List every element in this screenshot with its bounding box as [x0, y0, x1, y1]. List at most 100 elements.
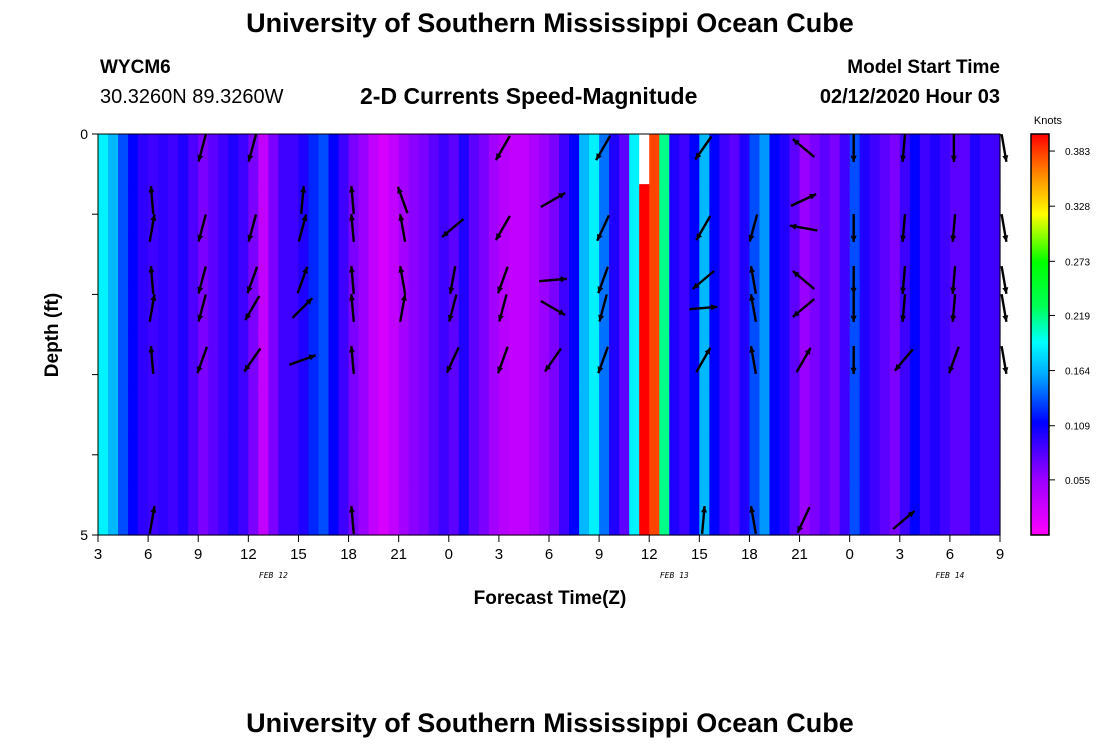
- heatmap-cell: [488, 184, 500, 235]
- heatmap-cell: [368, 484, 380, 536]
- heatmap-cell: [709, 384, 720, 436]
- station-id: WYCM6: [100, 57, 171, 78]
- heatmap-cell: [118, 234, 129, 285]
- heatmap-cell: [388, 384, 400, 436]
- heatmap-cell: [859, 134, 871, 185]
- heatmap-cell: [188, 434, 199, 486]
- heatmap-cell: [238, 434, 249, 486]
- heatmap-cell: [829, 234, 841, 285]
- heatmap-cell: [889, 334, 901, 386]
- heatmap-cell: [108, 434, 119, 486]
- heatmap-cell: [528, 434, 540, 486]
- heatmap-cell: [498, 284, 510, 336]
- heatmap-cell: [478, 234, 490, 285]
- x-tick-label: 0: [845, 546, 853, 563]
- heatmap-cell: [719, 384, 730, 436]
- current-vector-head: [348, 294, 355, 301]
- heatmap-cell: [488, 284, 500, 336]
- heatmap-cell: [508, 384, 520, 436]
- heatmap-cell: [709, 484, 720, 536]
- heatmap-cell: [849, 184, 861, 235]
- heatmap-cell: [458, 284, 470, 336]
- heatmap-cell: [468, 184, 480, 235]
- heatmap-cell: [749, 384, 761, 436]
- colorbar-tick-label: 0.164: [1065, 367, 1090, 378]
- heatmap-cell: [208, 234, 219, 285]
- heatmap-cell: [418, 284, 430, 336]
- heatmap-cell: [759, 234, 771, 285]
- heatmap-cell: [679, 384, 690, 436]
- current-vector-head: [246, 286, 253, 294]
- heatmap-cell: [959, 384, 971, 436]
- heatmap-cell: [869, 384, 881, 436]
- y-tick-label: 5: [80, 527, 88, 543]
- heatmap-cell: [228, 184, 239, 235]
- heatmap-cell: [448, 234, 460, 285]
- heatmap-cell: [178, 384, 189, 436]
- heatmap-cell: [589, 234, 600, 285]
- current-vector-head: [749, 506, 756, 513]
- heatmap-cell: [98, 134, 109, 185]
- heatmap-cell: [528, 484, 540, 536]
- heatmap-cell: [128, 284, 139, 336]
- heatmap-cell: [939, 334, 951, 386]
- heatmap-cell: [128, 484, 139, 536]
- current-vector-head: [789, 223, 797, 230]
- heatmap-cell: [208, 334, 219, 386]
- current-vector-head: [950, 287, 957, 294]
- heatmap-cell: [328, 484, 340, 536]
- current-vector-head: [397, 186, 403, 194]
- heatmap-cell: [899, 384, 911, 436]
- heatmap-cell: [779, 234, 791, 285]
- heatmap-cell: [589, 384, 600, 436]
- heatmap-cell: [308, 184, 320, 235]
- heatmap-cell: [969, 284, 981, 336]
- heatmap-cell: [639, 134, 650, 185]
- heatmap-cell: [889, 484, 901, 536]
- heatmap-cell: [398, 484, 410, 536]
- heatmap-cell: [549, 384, 560, 436]
- heatmap-cell: [518, 334, 530, 386]
- heatmap-cell: [579, 284, 590, 336]
- heatmap-cell: [619, 434, 630, 486]
- heatmap-cell: [809, 434, 821, 486]
- heatmap-cell: [879, 434, 891, 486]
- heatmap-cell: [278, 484, 290, 536]
- heatmap-cell: [909, 434, 921, 486]
- heatmap-cell: [228, 434, 239, 486]
- heatmap-cell: [819, 434, 831, 486]
- heatmap-cell: [549, 434, 560, 486]
- heatmap-cell: [128, 334, 139, 386]
- heatmap-cell: [368, 384, 380, 436]
- heatmap-cell: [228, 484, 239, 536]
- heatmap-cell: [298, 134, 310, 185]
- heatmap-cell: [879, 234, 891, 285]
- heatmap-cell: [328, 134, 340, 185]
- date-label: FEB 13: [660, 571, 689, 580]
- heatmap-cell: [939, 184, 951, 235]
- heatmap-cell: [138, 184, 149, 235]
- heatmap-cell: [98, 234, 109, 285]
- heatmap-cell: [108, 284, 119, 336]
- heatmap-cell: [809, 284, 821, 336]
- heatmap-cell: [949, 184, 961, 235]
- heatmap-cell: [238, 284, 249, 336]
- current-vector-head: [197, 286, 204, 294]
- heatmap-cell: [418, 234, 430, 285]
- current-vector-head: [348, 346, 355, 353]
- heatmap-cell: [899, 184, 911, 235]
- heatmap-cell: [408, 184, 420, 235]
- heatmap-cell: [649, 334, 660, 386]
- heatmap-cell: [348, 484, 360, 536]
- heatmap-cell: [398, 284, 410, 336]
- heatmap-cell: [168, 134, 179, 185]
- heatmap-cell: [488, 484, 500, 536]
- heatmap-cell: [498, 384, 510, 436]
- heatmap-cell: [338, 184, 350, 235]
- heatmap-cell: [579, 184, 590, 235]
- heatmap-cell: [348, 134, 360, 185]
- heatmap-cell: [909, 284, 921, 336]
- heatmap-cell: [268, 384, 279, 436]
- heatmap-cell: [649, 384, 660, 436]
